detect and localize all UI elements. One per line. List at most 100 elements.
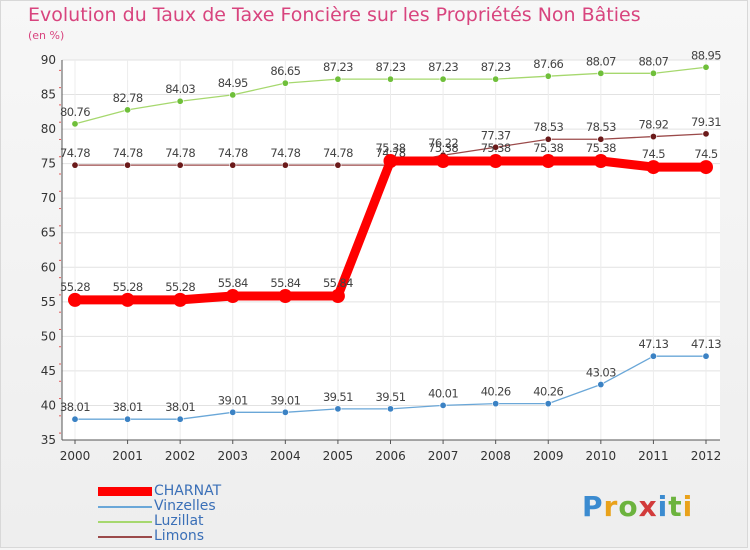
- point-luzillat-2005: [334, 75, 342, 83]
- point-luzillat-2006: [386, 75, 394, 83]
- x-tick-label-2009: 2009: [533, 449, 564, 463]
- data-label-charnat-2009: 75.38: [533, 141, 563, 155]
- data-label-luzillat-2007: 87.23: [428, 60, 458, 74]
- x-tick-label-2012: 2012: [691, 449, 722, 463]
- point-luzillat-2003: [229, 91, 237, 99]
- point-charnat-2000: [68, 292, 82, 307]
- data-label-luzillat-2011: 88.07: [638, 54, 668, 68]
- data-label-luzillat-2008: 87.23: [481, 60, 511, 74]
- point-vinzelles-2001: [124, 415, 132, 423]
- data-label-charnat-2007: 75.38: [428, 141, 458, 155]
- data-label-luzillat-2012: 88.95: [691, 48, 721, 62]
- data-label-charnat-2002: 55.28: [165, 280, 195, 294]
- data-label-vinzelles-2012: 47.13: [691, 337, 721, 351]
- y-tick-label-40: 40: [41, 398, 56, 412]
- data-label-limons-2012: 79.31: [691, 115, 721, 129]
- point-charnat-2007: [436, 154, 451, 169]
- data-label-vinzelles-2006: 39.51: [376, 390, 406, 404]
- point-charnat-2005: [330, 289, 345, 304]
- legend-label-luzillat: Luzillat: [154, 513, 204, 529]
- point-vinzelles-2009: [544, 400, 552, 408]
- point-limons-2011: [649, 133, 657, 141]
- data-label-limons-2000: 74.78: [60, 146, 90, 160]
- x-tick-label-2004: 2004: [270, 449, 301, 463]
- data-label-vinzelles-2009: 40.26: [533, 385, 563, 399]
- data-label-vinzelles-2010: 43.03: [586, 366, 616, 380]
- point-limons-2005: [334, 161, 342, 169]
- y-tick-label-90: 90: [41, 53, 56, 67]
- y-tick-label-75: 75: [41, 157, 56, 171]
- point-charnat-2004: [278, 289, 293, 304]
- data-label-charnat-2008: 75.38: [481, 141, 511, 155]
- y-tick-label-80: 80: [41, 122, 56, 136]
- point-vinzelles-2010: [597, 381, 605, 389]
- point-limons-2000: [71, 161, 79, 169]
- data-label-vinzelles-2001: 38.01: [113, 400, 143, 414]
- x-tick-label-2005: 2005: [323, 449, 354, 463]
- data-label-limons-2009: 78.53: [533, 120, 563, 134]
- point-vinzelles-2006: [386, 405, 394, 413]
- legend-label-limons: Limons: [154, 528, 205, 544]
- data-label-limons-2005: 74.78: [323, 146, 353, 160]
- y-tick-label-35: 35: [41, 433, 56, 447]
- point-limons-2009: [544, 135, 552, 143]
- data-label-luzillat-2009: 87.66: [533, 57, 563, 71]
- x-tick-label-2003: 2003: [217, 449, 248, 463]
- data-label-vinzelles-2002: 38.01: [165, 400, 195, 414]
- data-label-charnat-2006: 75.38: [376, 141, 406, 155]
- data-label-luzillat-2006: 87.23: [376, 60, 406, 74]
- x-tick-label-2002: 2002: [165, 449, 196, 463]
- legend-swatch-charnat: [98, 487, 152, 496]
- data-label-vinzelles-2008: 40.26: [481, 385, 511, 399]
- x-tick-label-2001: 2001: [112, 449, 143, 463]
- data-label-vinzelles-2000: 38.01: [60, 400, 90, 414]
- data-label-charnat-2012: 74.5: [694, 147, 717, 161]
- data-label-limons-2002: 74.78: [165, 146, 195, 160]
- data-label-charnat-2005: 55.84: [323, 276, 353, 290]
- x-tick-label-2010: 2010: [586, 449, 617, 463]
- data-label-vinzelles-2011: 47.13: [638, 337, 668, 351]
- point-limons-2010: [597, 135, 605, 143]
- point-luzillat-2000: [71, 120, 79, 128]
- point-luzillat-2004: [281, 79, 289, 87]
- point-charnat-2010: [593, 154, 608, 169]
- point-charnat-2008: [488, 154, 503, 169]
- data-label-limons-2004: 74.78: [270, 146, 300, 160]
- data-label-luzillat-2000: 80.76: [60, 105, 90, 119]
- legend-swatch-luzillat: [98, 521, 152, 523]
- data-label-luzillat-2001: 82.78: [113, 91, 143, 105]
- x-tick-label-2000: 2000: [60, 449, 91, 463]
- data-label-limons-2003: 74.78: [218, 146, 248, 160]
- point-vinzelles-2003: [229, 408, 237, 416]
- point-limons-2001: [124, 161, 132, 169]
- point-luzillat-2002: [176, 97, 184, 105]
- point-charnat-2009: [541, 154, 556, 169]
- point-charnat-2012: [699, 160, 713, 175]
- data-label-luzillat-2003: 84.95: [218, 76, 248, 90]
- point-luzillat-2011: [649, 69, 657, 77]
- chart-title: Evolution du Taux de Taxe Foncière sur l…: [28, 4, 641, 26]
- data-label-luzillat-2002: 84.03: [165, 82, 195, 96]
- point-vinzelles-2002: [176, 415, 184, 423]
- y-tick-label-60: 60: [41, 260, 56, 274]
- point-charnat-2002: [173, 292, 188, 307]
- data-label-luzillat-2004: 86.65: [270, 64, 300, 78]
- data-label-charnat-2010: 75.38: [586, 141, 616, 155]
- point-luzillat-2009: [544, 72, 552, 80]
- proxiti-logo: Proxiti: [582, 490, 694, 523]
- point-luzillat-2010: [597, 69, 605, 77]
- data-label-limons-2008: 77.37: [481, 128, 511, 142]
- x-tick-label-2006: 2006: [375, 449, 406, 463]
- point-vinzelles-2000: [71, 415, 79, 423]
- point-vinzelles-2011: [649, 352, 657, 360]
- data-label-luzillat-2005: 87.23: [323, 60, 353, 74]
- point-charnat-2003: [225, 289, 240, 304]
- point-luzillat-2007: [439, 75, 447, 83]
- x-tick-label-2011: 2011: [638, 449, 669, 463]
- data-label-vinzelles-2005: 39.51: [323, 390, 353, 404]
- legend-label-vinzelles: Vinzelles: [154, 498, 216, 514]
- data-label-charnat-2011: 74.5: [642, 147, 665, 161]
- x-tick-label-2007: 2007: [428, 449, 459, 463]
- point-limons-2004: [281, 161, 289, 169]
